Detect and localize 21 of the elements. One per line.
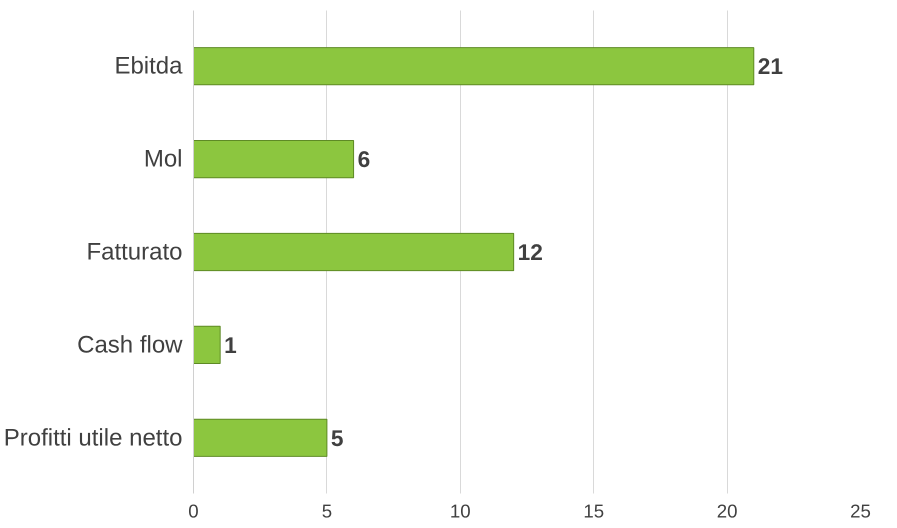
data-label: 1 [224, 332, 237, 358]
x-tick-label: 5 [322, 500, 332, 522]
bar [194, 418, 328, 457]
bar [194, 140, 354, 178]
x-tick-label: 15 [583, 500, 604, 522]
y-tick-label: Cash flow [77, 331, 184, 358]
data-label: 21 [758, 53, 783, 80]
bar [194, 326, 221, 364]
data-label: 12 [518, 239, 543, 265]
y-tick-label: Mol [144, 146, 182, 173]
x-tick-label: 0 [188, 500, 199, 522]
bar [194, 47, 754, 86]
x-tick-label: 25 [850, 500, 871, 522]
y-tick-label: Profitti utile netto [4, 424, 183, 452]
data-label: 6 [358, 146, 370, 172]
bar [194, 232, 514, 272]
y-tick-label: Fatturato [86, 238, 182, 266]
x-tick-label: 20 [716, 500, 738, 522]
y-tick-label: Ebitda [114, 52, 184, 80]
data-label: 5 [330, 424, 344, 451]
x-tick-label: 10 [450, 500, 471, 522]
